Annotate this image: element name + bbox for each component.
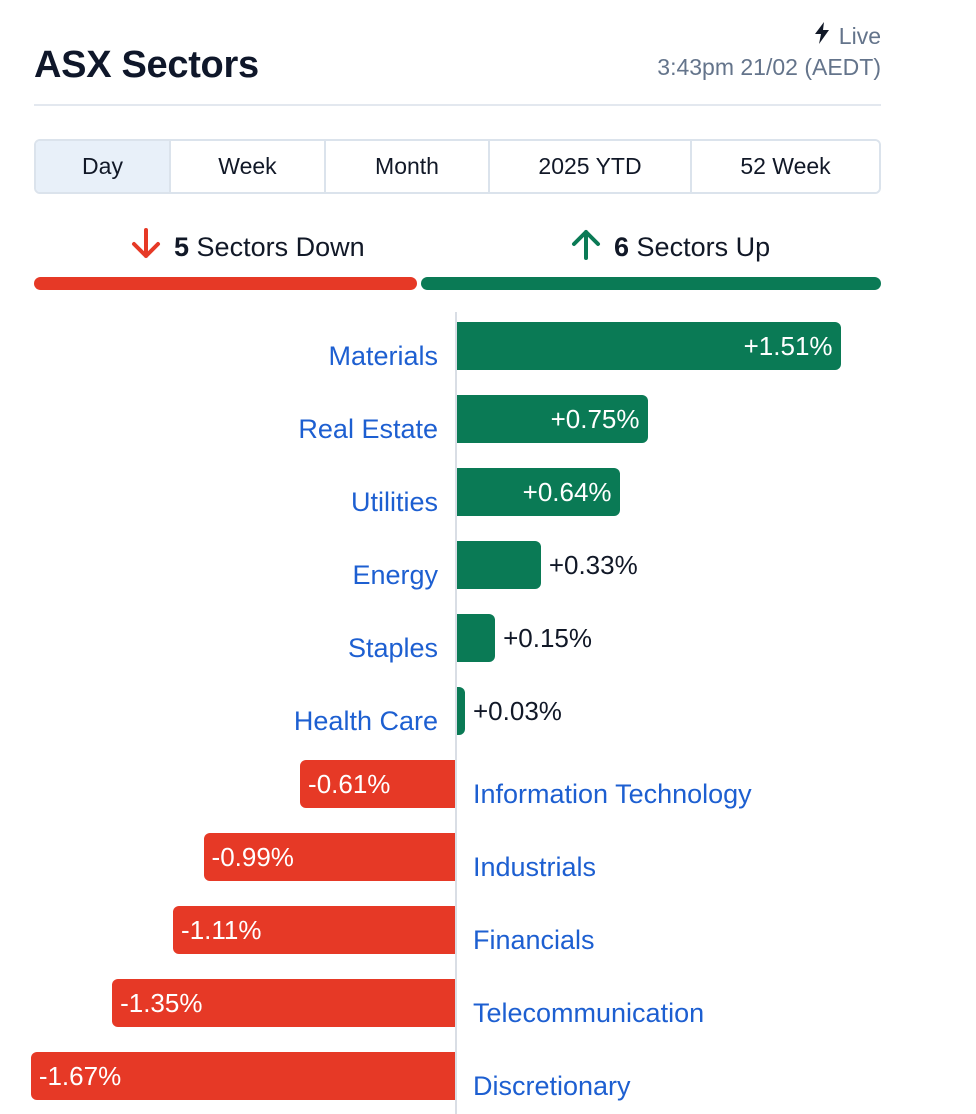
timestamp: 3:43pm 21/02 (AEDT) (657, 54, 881, 80)
bar-energy (457, 541, 541, 589)
arrow-up-icon (568, 226, 604, 269)
down-count: 5 (174, 232, 190, 262)
period-tabs: Day Week Month 2025 YTD 52 Week (34, 139, 881, 194)
value-label-energy: +0.33% (548, 550, 638, 580)
zero-axis (455, 312, 457, 1114)
sector-link-industrials[interactable]: Industrials (473, 852, 597, 882)
bar-materials (457, 322, 841, 370)
tab-day[interactable]: Day (36, 141, 171, 192)
lightning-icon (813, 22, 831, 50)
tab-2025-ytd[interactable]: 2025 YTD (490, 141, 692, 192)
sector-link-energy[interactable]: Energy (352, 560, 438, 590)
tab-week[interactable]: Week (171, 141, 326, 192)
value-label-information-technology: -0.61% (308, 769, 391, 799)
bar-staples (457, 614, 496, 662)
tab-52-week[interactable]: 52 Week (692, 141, 879, 192)
live-label: Live (838, 22, 881, 49)
up-ratio-bar (421, 277, 881, 290)
bar-financials (173, 906, 455, 954)
bar-industrials (203, 833, 455, 881)
value-label-financials: -1.11% (181, 915, 262, 945)
sector-link-health-care[interactable]: Health Care (293, 706, 438, 736)
bar-discretionary (30, 1052, 455, 1100)
value-label-discretionary: -1.67% (38, 1061, 122, 1091)
value-label-materials: +1.51% (743, 331, 833, 361)
value-label-industrials: -0.99% (211, 842, 294, 872)
sector-link-utilities[interactable]: Utilities (350, 487, 438, 517)
bar-real-estate (457, 395, 648, 443)
sectors-down-summary: 5 Sectors Down (128, 226, 365, 269)
bar-utilities (457, 468, 620, 516)
sector-link-materials[interactable]: Materials (328, 341, 438, 371)
down-label: Sectors Down (196, 232, 365, 262)
sector-link-financials[interactable]: Financials (473, 925, 595, 955)
sectors-up-summary: 6 Sectors Up (568, 226, 770, 269)
sector-link-staples[interactable]: Staples (347, 633, 438, 663)
up-count: 6 (614, 232, 630, 262)
down-ratio-bar (34, 277, 417, 290)
value-label-real-estate: +0.75% (550, 404, 640, 434)
tab-month[interactable]: Month (326, 141, 490, 192)
bar-health-care (457, 687, 465, 735)
value-label-staples: +0.15% (503, 623, 592, 653)
arrow-down-icon (128, 226, 164, 269)
sector-bar-chart: +1.51% Materials +0.75% Real Estate +0.64% Ut… (0, 312, 976, 1114)
up-label: Sectors Up (636, 232, 771, 262)
live-indicator: Live (813, 22, 881, 50)
sector-link-telecommunication[interactable]: Telecommunication (473, 998, 705, 1028)
value-label-utilities: +0.64% (522, 477, 612, 507)
bar-information-technology (300, 760, 455, 808)
sector-link-discretionary[interactable]: Discretionary (473, 1071, 631, 1101)
page-title: ASX Sectors (34, 44, 259, 86)
value-label-health-care: +0.03% (473, 696, 562, 726)
header: ASX Sectors Live 3:43pm 21/02 (AEDT) (34, 20, 881, 106)
sector-link-real-estate[interactable]: Real Estate (298, 414, 438, 444)
value-label-telecommunication: -1.35% (120, 988, 203, 1018)
sector-link-information-technology[interactable]: Information Technology (473, 779, 752, 809)
bar-telecommunication (112, 979, 455, 1027)
